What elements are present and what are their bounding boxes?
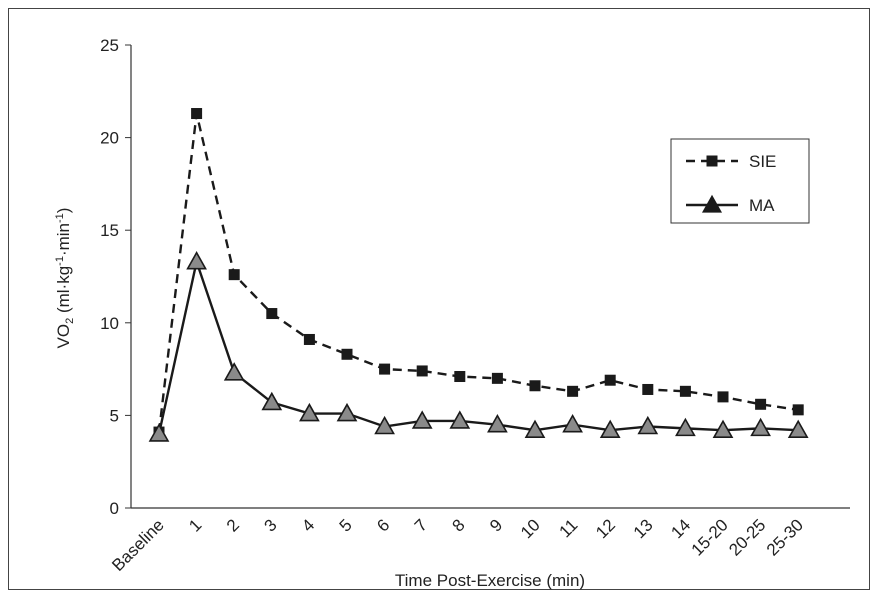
y-axis-title-base: VO xyxy=(54,324,73,349)
data-point-sie xyxy=(642,383,654,395)
x-tick-label: 6 xyxy=(373,515,393,535)
y-axis-title-sup2: -1 xyxy=(54,213,66,223)
data-point-sie xyxy=(567,385,579,397)
data-point-ma xyxy=(449,410,471,429)
data-point-sie xyxy=(228,269,240,281)
data-point-sie xyxy=(792,404,804,416)
data-point-sie xyxy=(755,398,767,410)
y-axis-title-sub: 2 xyxy=(64,318,76,324)
x-tick-label: 10 xyxy=(517,515,544,542)
data-point-ma xyxy=(186,251,207,270)
x-tick-label: 12 xyxy=(592,515,619,542)
data-point-sie xyxy=(717,391,729,403)
data-point-sie xyxy=(341,348,353,360)
y-axis-title-sup1: -1 xyxy=(54,256,66,266)
data-point-ma xyxy=(750,417,771,437)
data-point-ma xyxy=(562,414,583,433)
y-axis-title-unit-mid: ·min xyxy=(54,223,73,256)
legend-label-sie: SIE xyxy=(749,152,776,171)
chart-frame xyxy=(8,8,870,590)
x-tick-label: 4 xyxy=(298,515,318,535)
data-point-ma xyxy=(148,423,170,442)
data-point-ma xyxy=(487,414,508,433)
data-point-sie xyxy=(416,365,428,377)
data-point-ma xyxy=(637,415,659,435)
data-point-ma xyxy=(336,402,358,422)
data-point-ma xyxy=(374,415,395,435)
series-line-ma xyxy=(157,257,799,435)
y-axis-ticks: 0 5 10 15 20 25 xyxy=(100,36,131,518)
data-point-sie xyxy=(191,108,203,120)
x-tick-label: 5 xyxy=(336,515,356,535)
data-point-sie xyxy=(266,308,278,320)
x-tick-label: 7 xyxy=(411,515,431,535)
data-point-ma xyxy=(787,419,809,439)
x-tick-label: 11 xyxy=(556,515,582,541)
legend: SIE MA xyxy=(670,138,810,224)
x-axis-title: Time Post-Exercise (min) xyxy=(395,571,585,590)
y-tick-label: 5 xyxy=(110,406,119,425)
y-tick-label: 20 xyxy=(100,129,119,148)
data-point-ma xyxy=(411,410,433,429)
data-point-sie xyxy=(379,363,391,375)
x-tick-label: 14 xyxy=(667,515,694,542)
data-point-sie xyxy=(491,372,503,384)
data-point-ma xyxy=(299,402,320,422)
x-tick-label: 25-30 xyxy=(763,515,807,559)
y-axis-title: VO2 (ml·kg-1·min-1) xyxy=(54,208,76,349)
data-point-ma xyxy=(675,417,696,437)
y-tick-label: 0 xyxy=(110,499,119,518)
y-tick-label: 10 xyxy=(100,314,119,333)
x-tick-label: 13 xyxy=(630,515,657,542)
x-tick-label: 20-25 xyxy=(725,515,769,559)
x-tick-label: 8 xyxy=(448,515,468,535)
data-point-ma xyxy=(261,391,283,411)
y-tick-label: 25 xyxy=(100,36,119,55)
data-point-ma xyxy=(599,419,621,439)
y-axis-title-unit-close: ) xyxy=(54,208,73,214)
data-point-sie xyxy=(529,380,541,392)
x-tick-label: 1 xyxy=(185,515,205,535)
series-ma xyxy=(148,251,809,442)
data-point-ma xyxy=(223,362,245,381)
series-line-sie xyxy=(157,113,799,433)
data-point-sie xyxy=(604,374,616,386)
data-point-ma xyxy=(524,419,546,439)
legend-marker-sie xyxy=(706,155,718,167)
x-tick-label: 2 xyxy=(223,515,243,535)
legend-marker-ma xyxy=(701,194,723,213)
series-layer xyxy=(148,108,809,442)
data-point-sie xyxy=(303,333,315,345)
x-tick-label: 3 xyxy=(260,515,280,535)
x-tick-label: 15-20 xyxy=(688,515,732,559)
data-point-sie xyxy=(679,385,691,397)
x-tick-label: Baseline xyxy=(108,515,168,575)
y-tick-label: 15 xyxy=(100,221,119,240)
x-axis-ticks: Baseline 1 2 3 4 5 6 7 8 9 10 11 12 13 1415-2020-2525-… xyxy=(108,515,807,575)
axes xyxy=(130,45,850,509)
data-point-sie xyxy=(454,371,466,383)
y-axis-title-unit-open: (ml·kg xyxy=(54,266,73,318)
legend-box xyxy=(670,138,810,224)
x-tick-label: 9 xyxy=(486,515,506,535)
data-point-ma xyxy=(712,419,734,439)
legend-label-ma: MA xyxy=(749,196,775,215)
